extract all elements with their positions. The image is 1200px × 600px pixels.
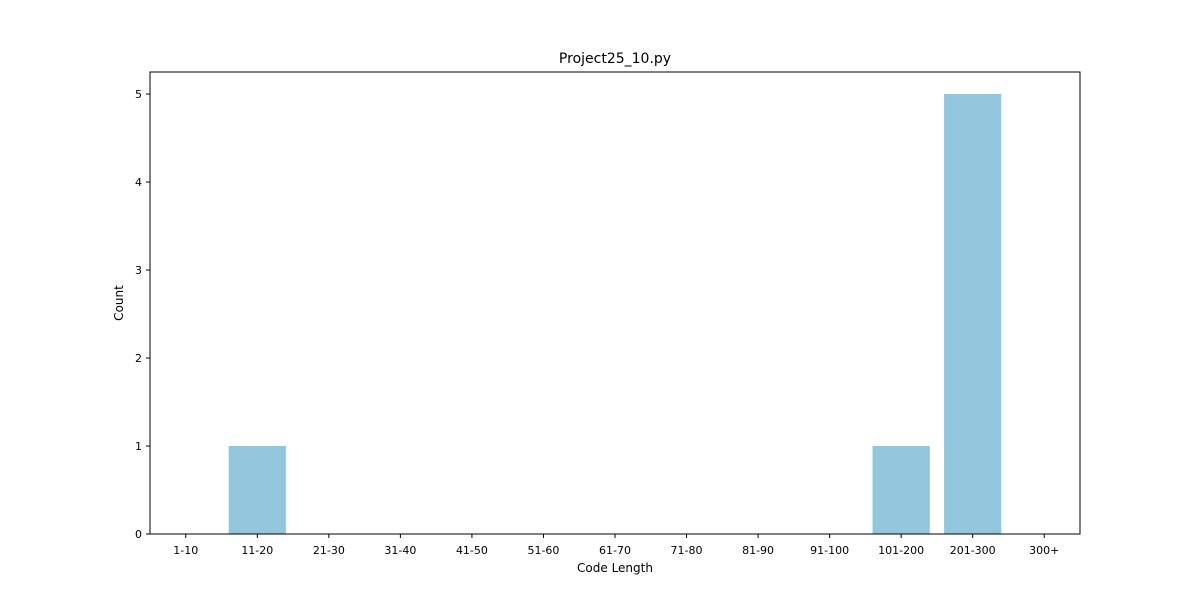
x-axis-label: Code Length xyxy=(577,561,653,575)
x-tick-label: 51-60 xyxy=(527,544,559,557)
x-tick-label: 71-80 xyxy=(671,544,703,557)
x-tick-label: 61-70 xyxy=(599,544,631,557)
bar-101-200 xyxy=(872,446,930,534)
y-tick-label: 1 xyxy=(135,440,142,453)
x-tick-label: 300+ xyxy=(1029,544,1059,557)
y-tick-label: 0 xyxy=(135,528,142,541)
y-axis: 0 1 2 3 4 5 xyxy=(135,88,150,541)
x-tick-label: 1-10 xyxy=(173,544,198,557)
x-tick-label: 81-90 xyxy=(742,544,774,557)
bar-201-300 xyxy=(944,94,1002,534)
bar-11-20 xyxy=(228,446,286,534)
bars-group xyxy=(228,94,1002,534)
x-tick-label: 201-300 xyxy=(950,544,996,557)
y-tick-label: 2 xyxy=(135,352,142,365)
x-axis: 1-10 11-20 21-30 31-40 41-50 51-60 61-70 71-80 8… xyxy=(173,534,1059,557)
y-axis-label: Count xyxy=(112,285,126,321)
x-tick-label: 11-20 xyxy=(241,544,273,557)
x-tick-label: 41-50 xyxy=(456,544,488,557)
x-tick-label: 31-40 xyxy=(384,544,416,557)
x-tick-label: 21-30 xyxy=(313,544,345,557)
x-tick-label: 91-100 xyxy=(810,544,849,557)
plot-frame xyxy=(149,71,1081,535)
y-tick-label: 5 xyxy=(135,88,142,101)
x-tick-label: 101-200 xyxy=(878,544,924,557)
y-tick-label: 3 xyxy=(135,264,142,277)
y-tick-label: 4 xyxy=(135,176,142,189)
chart-title: Project25_10.py xyxy=(559,51,671,67)
